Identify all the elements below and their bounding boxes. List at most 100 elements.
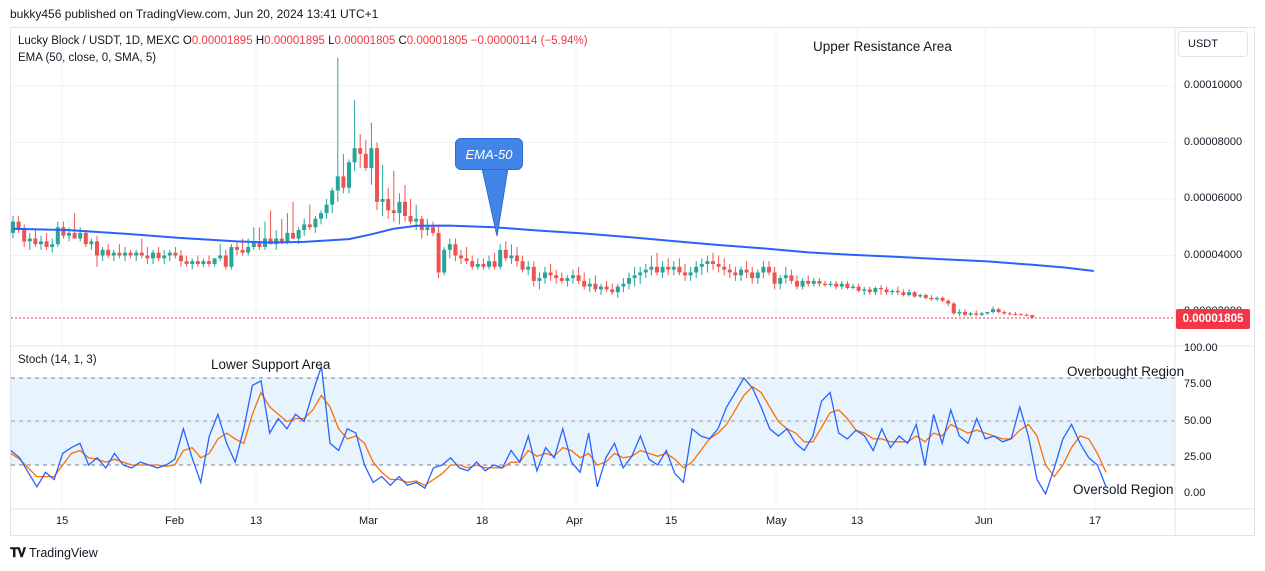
- candle-body: [492, 261, 497, 267]
- candle: [229, 244, 234, 270]
- candle: [313, 215, 318, 233]
- candle-body: [627, 278, 631, 284]
- candle-body: [95, 241, 99, 256]
- candle: [324, 199, 329, 219]
- candle: [11, 215, 15, 239]
- candle: [162, 249, 167, 264]
- chart-frame: [10, 27, 1255, 536]
- tradingview-logo[interactable]: 𝐓𝐕 TradingView: [10, 545, 98, 561]
- candle-body: [207, 261, 211, 264]
- candle-body: [632, 275, 637, 279]
- candle: [218, 244, 223, 262]
- open-value: 0.00001895: [191, 35, 253, 47]
- stoch-tick-label: 0.00: [1184, 487, 1206, 499]
- candle: [772, 266, 777, 290]
- candle: [173, 247, 178, 259]
- candle-body: [503, 249, 508, 259]
- candle: [935, 296, 939, 301]
- overbought-label: Overbought Region: [1067, 364, 1185, 379]
- candle-body: [201, 261, 206, 264]
- candle-body: [817, 280, 822, 284]
- time-tick-label: Mar: [359, 515, 378, 527]
- candle: [683, 263, 687, 281]
- candle-body: [515, 255, 519, 262]
- candle: [627, 272, 631, 290]
- time-tick-label: 15: [56, 515, 69, 527]
- candle: [632, 266, 637, 287]
- candle-body: [425, 227, 430, 231]
- candle-body: [335, 176, 340, 191]
- candle-body: [593, 283, 598, 290]
- time-tick-label: Jun: [975, 515, 993, 527]
- candle: [593, 275, 598, 293]
- candle: [795, 275, 799, 290]
- candle: [50, 238, 55, 253]
- ema-callout-pointer: [481, 167, 509, 237]
- candle-body: [279, 238, 284, 242]
- candle-body: [851, 286, 855, 288]
- candle-body: [739, 269, 743, 276]
- candle: [565, 275, 570, 287]
- candle: [800, 278, 805, 290]
- candle-body: [615, 286, 620, 293]
- candle-body: [996, 309, 1001, 312]
- time-tick-label: 13: [250, 515, 263, 527]
- candle-body: [828, 283, 833, 286]
- candle: [319, 210, 323, 225]
- candle-body: [268, 238, 273, 245]
- currency-button[interactable]: USDT: [1178, 31, 1248, 57]
- candle: [509, 244, 514, 264]
- candle-body: [246, 247, 251, 253]
- candle: [783, 266, 788, 284]
- stoch-legend[interactable]: Stoch (14, 1, 3): [18, 354, 97, 366]
- candle: [156, 247, 161, 262]
- candle: [817, 278, 822, 287]
- candle: [251, 227, 256, 250]
- candle-body: [744, 269, 749, 273]
- candle: [867, 286, 872, 296]
- candle-body: [923, 295, 928, 298]
- candle: [498, 244, 503, 270]
- candle: [235, 241, 239, 256]
- candle: [347, 159, 351, 194]
- candle: [151, 249, 155, 264]
- candle: [839, 280, 844, 290]
- candle: [268, 210, 273, 245]
- candle: [1024, 313, 1029, 317]
- candle: [739, 266, 743, 281]
- candle: [727, 263, 732, 279]
- candle: [464, 247, 469, 264]
- candle-body: [470, 261, 475, 267]
- candle-body: [688, 272, 693, 276]
- candle: [733, 266, 738, 281]
- candle-body: [520, 261, 525, 270]
- symbol-legend[interactable]: Lucky Block / USDT, 1D, MEXC O0.00001895…: [18, 35, 588, 47]
- candle-body: [139, 252, 144, 256]
- candle-body: [907, 292, 911, 296]
- candle-body: [453, 244, 458, 256]
- candle: [128, 249, 133, 259]
- candle: [974, 310, 979, 317]
- candle: [778, 275, 783, 290]
- candle-body: [162, 255, 167, 259]
- candle: [195, 255, 200, 267]
- candle: [884, 286, 889, 296]
- candle-body: [694, 266, 699, 273]
- candle: [621, 278, 626, 293]
- candle-body: [856, 286, 861, 291]
- candle: [330, 187, 335, 214]
- candle-body: [912, 292, 917, 297]
- ema-legend[interactable]: EMA (50, close, 0, SMA, 5): [18, 52, 157, 64]
- candle: [963, 309, 967, 317]
- candle: [711, 252, 715, 270]
- candle-body: [39, 241, 43, 245]
- candle-body: [839, 283, 844, 287]
- candle: [33, 230, 38, 248]
- candle: [279, 218, 284, 245]
- candle-body: [173, 252, 178, 256]
- candle-body: [184, 261, 189, 264]
- candle-body: [1007, 313, 1012, 315]
- candle-body: [565, 278, 570, 281]
- candle: [834, 280, 839, 290]
